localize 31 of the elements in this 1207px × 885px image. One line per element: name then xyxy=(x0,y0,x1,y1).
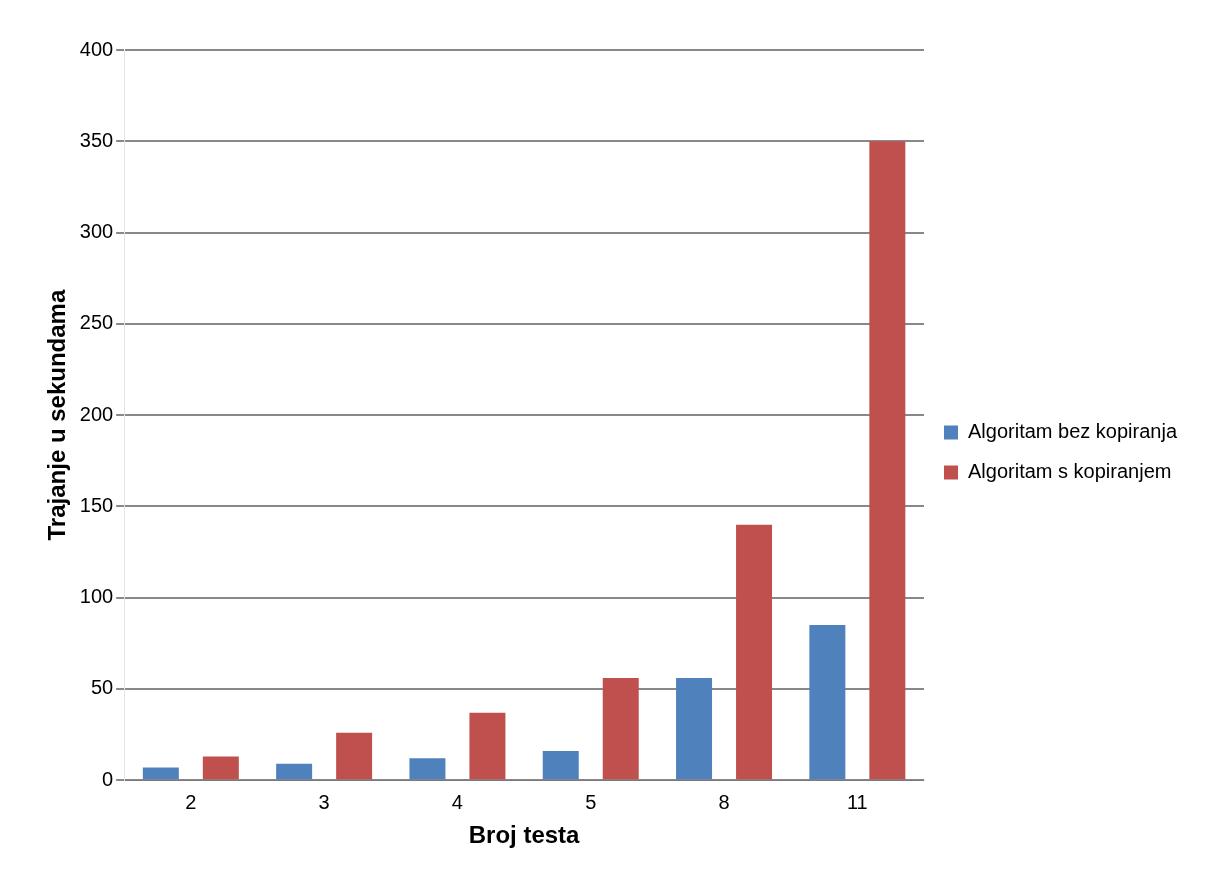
bar xyxy=(202,756,239,780)
x-axis-title: Broj testa xyxy=(468,821,581,849)
legend-label: Algoritam s kopiranjem xyxy=(968,460,1172,483)
y-tick-label: 100 xyxy=(79,585,114,608)
bar xyxy=(676,677,713,780)
bar xyxy=(602,677,639,780)
x-tick-label: 4 xyxy=(451,790,463,813)
bar xyxy=(276,763,313,780)
bar xyxy=(336,732,373,780)
bar xyxy=(542,750,579,780)
x-tick-label: 3 xyxy=(318,790,330,813)
y-tick-label: 0 xyxy=(102,767,114,790)
y-tick-label: 200 xyxy=(79,402,114,425)
bar xyxy=(736,524,773,780)
x-tick-label: 2 xyxy=(185,790,197,813)
y-axis-title: Trajanje u sekundama xyxy=(43,289,71,541)
y-tick-label: 350 xyxy=(79,128,114,151)
y-tick-label: 300 xyxy=(79,220,114,243)
bar xyxy=(409,758,446,780)
y-tick-label: 250 xyxy=(79,311,114,334)
bar xyxy=(869,141,906,780)
bar xyxy=(469,712,506,780)
x-tick-label: 11 xyxy=(846,790,868,813)
legend-label: Algoritam bez kopiranja xyxy=(968,420,1178,443)
x-tick-label: 5 xyxy=(585,790,597,813)
x-tick-label: 8 xyxy=(718,790,730,813)
y-tick-label: 50 xyxy=(90,676,114,699)
y-tick-label: 400 xyxy=(79,37,114,60)
bar xyxy=(142,767,179,780)
y-tick-label: 150 xyxy=(79,493,114,516)
bar xyxy=(809,625,846,780)
